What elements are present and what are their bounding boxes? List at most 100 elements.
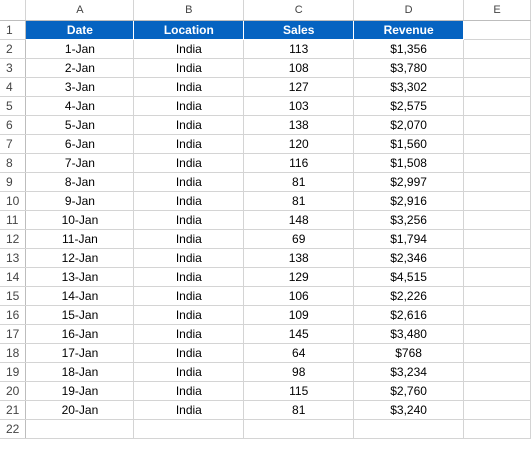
empty-cell[interactable] bbox=[463, 210, 531, 230]
table-cell[interactable] bbox=[243, 419, 355, 439]
empty-cell[interactable] bbox=[463, 286, 531, 306]
table-cell[interactable]: India bbox=[133, 324, 245, 344]
row-number[interactable]: 10 bbox=[0, 191, 27, 211]
empty-cell[interactable] bbox=[463, 419, 531, 439]
table-cell[interactable]: India bbox=[133, 39, 245, 59]
table-cell[interactable]: $2,616 bbox=[353, 305, 465, 325]
table-cell[interactable]: 115 bbox=[243, 381, 355, 401]
table-cell[interactable]: $1,356 bbox=[353, 39, 465, 59]
table-cell[interactable]: 7-Jan bbox=[25, 153, 135, 173]
table-cell[interactable]: India bbox=[133, 58, 245, 78]
column-header-d[interactable]: D bbox=[353, 0, 465, 21]
empty-cell[interactable] bbox=[463, 153, 531, 173]
row-number[interactable]: 7 bbox=[0, 134, 27, 154]
table-cell[interactable]: $2,916 bbox=[353, 191, 465, 211]
table-cell[interactable]: $1,560 bbox=[353, 134, 465, 154]
row-number[interactable]: 19 bbox=[0, 362, 27, 382]
table-cell[interactable]: 4-Jan bbox=[25, 96, 135, 116]
table-cell[interactable]: 15-Jan bbox=[25, 305, 135, 325]
table-cell[interactable]: 148 bbox=[243, 210, 355, 230]
table-cell[interactable]: 106 bbox=[243, 286, 355, 306]
table-cell[interactable]: 12-Jan bbox=[25, 248, 135, 268]
row-number[interactable]: 22 bbox=[0, 419, 27, 439]
table-cell[interactable]: India bbox=[133, 229, 245, 249]
table-cell[interactable]: India bbox=[133, 134, 245, 154]
row-number[interactable]: 13 bbox=[0, 248, 27, 268]
table-cell[interactable]: 129 bbox=[243, 267, 355, 287]
table-cell[interactable]: India bbox=[133, 267, 245, 287]
table-cell[interactable]: $768 bbox=[353, 343, 465, 363]
table-header-cell[interactable]: Sales bbox=[243, 20, 355, 40]
row-number[interactable]: 14 bbox=[0, 267, 27, 287]
empty-cell[interactable] bbox=[463, 172, 531, 192]
table-cell[interactable]: India bbox=[133, 381, 245, 401]
table-cell[interactable]: $3,780 bbox=[353, 58, 465, 78]
table-cell[interactable]: 3-Jan bbox=[25, 77, 135, 97]
table-header-cell[interactable]: Location bbox=[133, 20, 245, 40]
table-cell[interactable]: 81 bbox=[243, 400, 355, 420]
table-cell[interactable]: 20-Jan bbox=[25, 400, 135, 420]
row-number[interactable]: 18 bbox=[0, 343, 27, 363]
table-cell[interactable] bbox=[353, 419, 465, 439]
row-number[interactable]: 5 bbox=[0, 96, 27, 116]
column-header-c[interactable]: C bbox=[243, 0, 355, 21]
empty-cell[interactable] bbox=[463, 77, 531, 97]
row-number[interactable]: 9 bbox=[0, 172, 27, 192]
table-cell[interactable]: India bbox=[133, 77, 245, 97]
column-header-e[interactable]: E bbox=[463, 0, 531, 21]
empty-cell[interactable] bbox=[463, 20, 531, 40]
table-cell[interactable]: 1-Jan bbox=[25, 39, 135, 59]
empty-cell[interactable] bbox=[463, 134, 531, 154]
row-number[interactable]: 12 bbox=[0, 229, 27, 249]
empty-cell[interactable] bbox=[463, 229, 531, 249]
table-cell[interactable]: 13-Jan bbox=[25, 267, 135, 287]
empty-cell[interactable] bbox=[463, 115, 531, 135]
empty-cell[interactable] bbox=[463, 362, 531, 382]
table-cell[interactable]: 9-Jan bbox=[25, 191, 135, 211]
table-cell[interactable]: India bbox=[133, 172, 245, 192]
table-cell[interactable] bbox=[133, 419, 245, 439]
table-cell[interactable]: $3,302 bbox=[353, 77, 465, 97]
table-cell[interactable]: India bbox=[133, 115, 245, 135]
column-header-a[interactable]: A bbox=[25, 0, 135, 21]
table-cell[interactable]: $1,794 bbox=[353, 229, 465, 249]
row-number[interactable]: 1 bbox=[0, 20, 27, 40]
table-cell[interactable]: $3,234 bbox=[353, 362, 465, 382]
empty-cell[interactable] bbox=[463, 96, 531, 116]
table-cell[interactable]: 108 bbox=[243, 58, 355, 78]
table-cell[interactable]: 103 bbox=[243, 96, 355, 116]
empty-cell[interactable] bbox=[463, 400, 531, 420]
table-cell[interactable]: 109 bbox=[243, 305, 355, 325]
table-cell[interactable]: 10-Jan bbox=[25, 210, 135, 230]
table-cell[interactable]: 6-Jan bbox=[25, 134, 135, 154]
table-cell[interactable]: 138 bbox=[243, 248, 355, 268]
table-cell[interactable]: $2,226 bbox=[353, 286, 465, 306]
table-cell[interactable]: India bbox=[133, 286, 245, 306]
select-all-corner[interactable] bbox=[0, 0, 27, 21]
table-cell[interactable]: 17-Jan bbox=[25, 343, 135, 363]
row-number[interactable]: 15 bbox=[0, 286, 27, 306]
table-cell[interactable]: India bbox=[133, 343, 245, 363]
table-cell[interactable]: 8-Jan bbox=[25, 172, 135, 192]
row-number[interactable]: 16 bbox=[0, 305, 27, 325]
table-cell[interactable]: India bbox=[133, 191, 245, 211]
row-number[interactable]: 8 bbox=[0, 153, 27, 173]
empty-cell[interactable] bbox=[463, 39, 531, 59]
table-cell[interactable] bbox=[25, 419, 135, 439]
table-cell[interactable]: India bbox=[133, 248, 245, 268]
empty-cell[interactable] bbox=[463, 267, 531, 287]
table-cell[interactable]: 11-Jan bbox=[25, 229, 135, 249]
table-cell[interactable]: 120 bbox=[243, 134, 355, 154]
table-cell[interactable]: 81 bbox=[243, 172, 355, 192]
empty-cell[interactable] bbox=[463, 58, 531, 78]
row-number[interactable]: 20 bbox=[0, 381, 27, 401]
row-number[interactable]: 11 bbox=[0, 210, 27, 230]
empty-cell[interactable] bbox=[463, 343, 531, 363]
table-cell[interactable]: 5-Jan bbox=[25, 115, 135, 135]
empty-cell[interactable] bbox=[463, 248, 531, 268]
table-cell[interactable]: $1,508 bbox=[353, 153, 465, 173]
table-cell[interactable]: $2,760 bbox=[353, 381, 465, 401]
table-cell[interactable]: $3,480 bbox=[353, 324, 465, 344]
table-cell[interactable]: India bbox=[133, 305, 245, 325]
row-number[interactable]: 2 bbox=[0, 39, 27, 59]
